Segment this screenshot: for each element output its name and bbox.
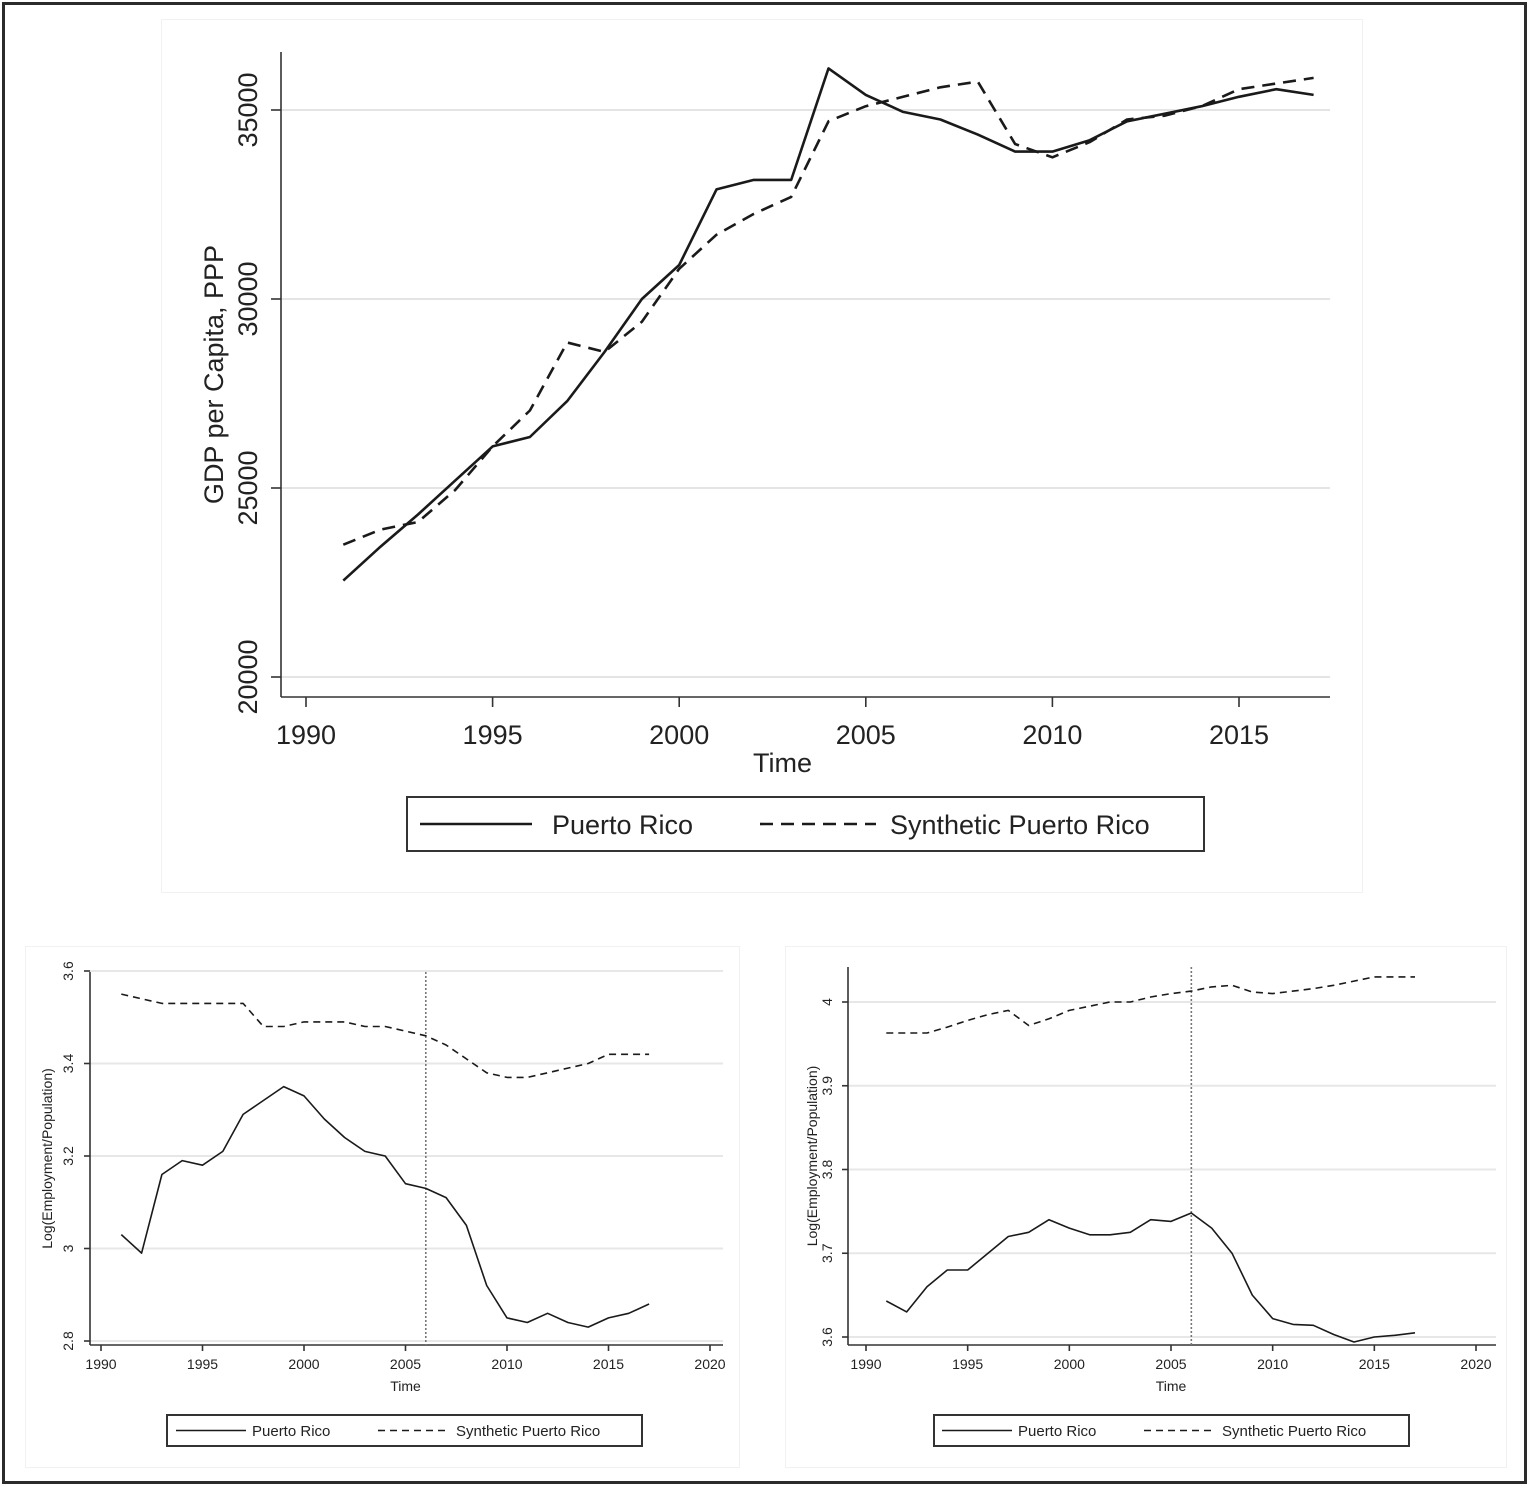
- y-axis-label: Log(Employment/Population): [39, 1068, 55, 1249]
- series-line-synthetic-puerto-rico: [121, 993, 650, 1079]
- x-tick-label: 2010: [1022, 720, 1082, 750]
- legend-label-synthetic-puerto-rico: Synthetic Puerto Rico: [890, 810, 1150, 840]
- y-tick-label: 4: [819, 998, 835, 1006]
- series-line-puerto-rico: [120, 1085, 650, 1328]
- x-tick-label: 2015: [1359, 1356, 1390, 1372]
- series-line-puerto-rico: [342, 67, 1314, 582]
- x-tick-label: 2015: [1209, 720, 1269, 750]
- series-line-synthetic-puerto-rico: [342, 76, 1314, 546]
- y-tick-label: 3.4: [60, 1054, 76, 1074]
- legend-label-synthetic-puerto-rico: Synthetic Puerto Rico: [456, 1423, 600, 1440]
- x-tick-label: 1995: [952, 1356, 983, 1372]
- employment-chart-right: 1990 1995 2000 2005 2010 2015 2020 3.6 3.7 3.8 3.9…: [804, 967, 1496, 1447]
- x-tick-label: 1995: [187, 1356, 218, 1372]
- y-tick-label: 25000: [233, 450, 263, 525]
- x-tick-label: 2010: [1257, 1356, 1288, 1372]
- x-tick-label: 2005: [836, 720, 896, 750]
- legend-label-synthetic-puerto-rico: Synthetic Puerto Rico: [1222, 1423, 1366, 1440]
- x-tick-label: 2015: [593, 1356, 624, 1372]
- x-tick-label: 2000: [288, 1356, 319, 1372]
- y-tick-label: 3.8: [819, 1160, 835, 1180]
- x-tick-label: 2020: [1460, 1356, 1491, 1372]
- x-axis-label: Time: [390, 1378, 421, 1394]
- x-tick-label: 2005: [1155, 1356, 1186, 1372]
- x-axis-label: Time: [1156, 1378, 1187, 1394]
- y-tick-label: 20000: [233, 639, 263, 714]
- y-tick-label: 3.6: [819, 1327, 835, 1347]
- series-line-synthetic-puerto-rico: [886, 976, 1415, 1034]
- x-tick-label: 1995: [463, 720, 523, 750]
- x-tick-label: 1990: [276, 720, 336, 750]
- y-axis-label: Log(Employment/Population): [804, 1066, 820, 1247]
- y-tick-label: 3.9: [819, 1076, 835, 1096]
- legend-label-puerto-rico: Puerto Rico: [1018, 1423, 1096, 1440]
- gdp-chart-panel: 1990 1995 2000 2005 2010 2015 20000 25000 30000 3…: [162, 20, 1362, 892]
- y-tick-label: 30000: [233, 261, 263, 336]
- x-tick-label: 2005: [390, 1356, 421, 1372]
- employment-chart-left: 1990 1995 2000 2005 2010 2015 2020 2.8 3 3.2 3.4 3.…: [39, 961, 726, 1447]
- y-tick-label: 3.2: [60, 1146, 76, 1166]
- y-axis-label: GDP per Capita, PPP: [199, 245, 229, 504]
- y-tick-label: 3.6: [60, 961, 76, 981]
- gdp-chart: 1990 1995 2000 2005 2010 2015 20000 25000 30000 3…: [199, 52, 1330, 852]
- legend-label-puerto-rico: Puerto Rico: [552, 810, 693, 840]
- x-tick-label: 1990: [850, 1356, 881, 1372]
- x-tick-label: 1990: [85, 1356, 116, 1372]
- employment-chart-right-panel: 1990 1995 2000 2005 2010 2015 2020 3.6 3.7 3.8 3.9…: [786, 947, 1506, 1467]
- x-tick-label: 2000: [649, 720, 709, 750]
- x-tick-label: 2000: [1054, 1356, 1085, 1372]
- employment-chart-left-panel: 1990 1995 2000 2005 2010 2015 2020 2.8 3 3.2 3.4 3.…: [26, 947, 739, 1467]
- y-tick-label: 3.7: [819, 1243, 835, 1263]
- y-tick-label: 2.8: [60, 1331, 76, 1351]
- series-line-puerto-rico: [885, 1212, 1416, 1343]
- legend-label-puerto-rico: Puerto Rico: [252, 1423, 330, 1440]
- y-tick-label: 3: [60, 1244, 76, 1252]
- y-tick-label: 35000: [233, 72, 263, 147]
- x-tick-label: 2020: [694, 1356, 725, 1372]
- x-axis-label: Time: [753, 748, 812, 778]
- x-tick-label: 2010: [491, 1356, 522, 1372]
